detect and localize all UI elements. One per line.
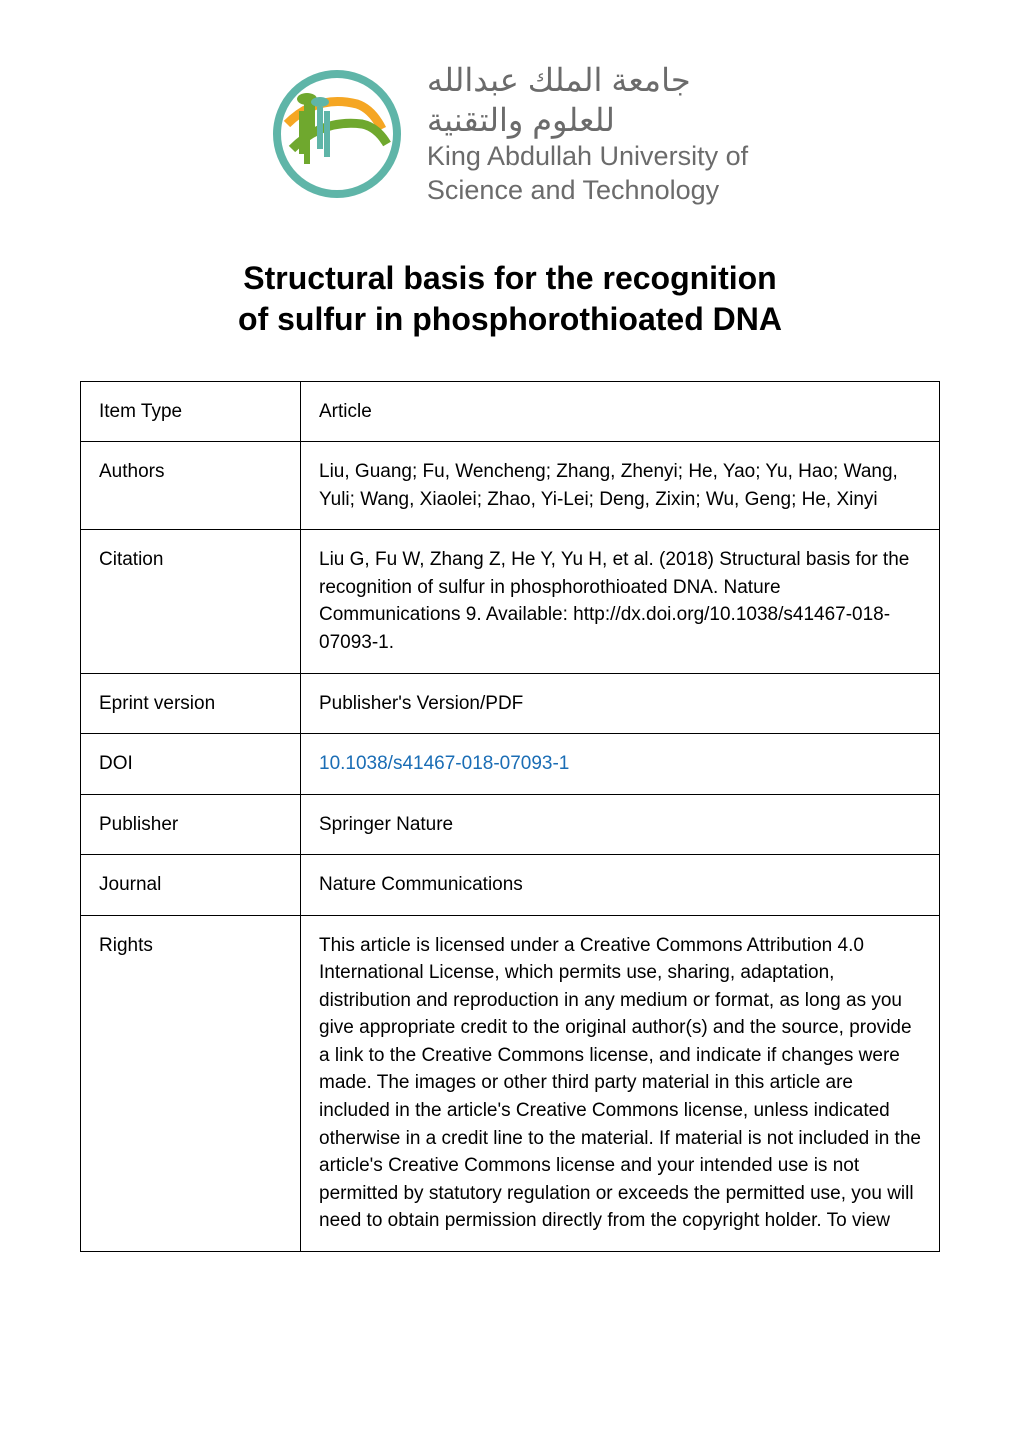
label-rights: Rights bbox=[81, 915, 301, 1251]
institution-arabic-line1: جامعة الملك عبدالله bbox=[427, 60, 748, 100]
table-row: Item Type Article bbox=[81, 381, 940, 442]
doi-link[interactable]: 10.1038/s41467-018-07093-1 bbox=[319, 753, 569, 774]
table-row: Eprint version Publisher's Version/PDF bbox=[81, 673, 940, 734]
value-rights: This article is licensed under a Creativ… bbox=[301, 915, 940, 1251]
institution-english-line2: Science and Technology bbox=[427, 174, 748, 208]
label-authors: Authors bbox=[81, 442, 301, 530]
label-doi: DOI bbox=[81, 734, 301, 795]
label-item-type: Item Type bbox=[81, 381, 301, 442]
title-line-1: Structural basis for the recognition bbox=[80, 258, 940, 300]
value-journal: Nature Communications bbox=[301, 855, 940, 916]
value-publisher: Springer Nature bbox=[301, 794, 940, 855]
metadata-table: Item Type Article Authors Liu, Guang; Fu… bbox=[80, 381, 940, 1252]
table-row: Authors Liu, Guang; Fu, Wencheng; Zhang,… bbox=[81, 442, 940, 530]
kaust-logo-icon bbox=[272, 69, 402, 199]
institution-arabic-line2: للعلوم والتقنية bbox=[427, 100, 748, 140]
label-eprint-version: Eprint version bbox=[81, 673, 301, 734]
value-item-type: Article bbox=[301, 381, 940, 442]
value-doi: 10.1038/s41467-018-07093-1 bbox=[301, 734, 940, 795]
label-journal: Journal bbox=[81, 855, 301, 916]
header-block: جامعة الملك عبدالله للعلوم والتقنية King… bbox=[80, 60, 940, 208]
value-citation: Liu G, Fu W, Zhang Z, He Y, Yu H, et al.… bbox=[301, 530, 940, 673]
title-block: Structural basis for the recognition of … bbox=[80, 258, 940, 341]
institution-english-line1: King Abdullah University of bbox=[427, 140, 748, 174]
kaust-logo bbox=[272, 69, 402, 199]
label-citation: Citation bbox=[81, 530, 301, 673]
table-row: Publisher Springer Nature bbox=[81, 794, 940, 855]
title-line-2: of sulfur in phosphorothioated DNA bbox=[80, 299, 940, 341]
table-row: Rights This article is licensed under a … bbox=[81, 915, 940, 1251]
value-authors: Liu, Guang; Fu, Wencheng; Zhang, Zhenyi;… bbox=[301, 442, 940, 530]
value-eprint-version: Publisher's Version/PDF bbox=[301, 673, 940, 734]
table-row: Citation Liu G, Fu W, Zhang Z, He Y, Yu … bbox=[81, 530, 940, 673]
table-row: Journal Nature Communications bbox=[81, 855, 940, 916]
table-row: DOI 10.1038/s41467-018-07093-1 bbox=[81, 734, 940, 795]
institution-name-block: جامعة الملك عبدالله للعلوم والتقنية King… bbox=[427, 60, 748, 208]
label-publisher: Publisher bbox=[81, 794, 301, 855]
